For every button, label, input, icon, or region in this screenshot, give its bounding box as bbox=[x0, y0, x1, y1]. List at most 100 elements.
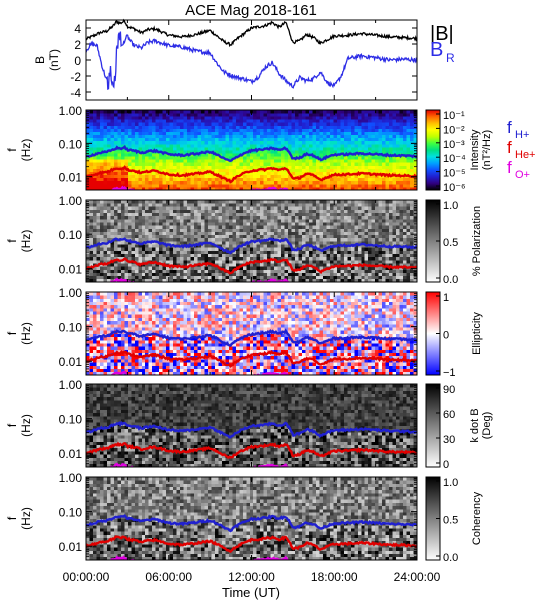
heatmap-cell bbox=[336, 134, 341, 139]
heatmap-cell bbox=[312, 180, 317, 185]
heatmap-cell bbox=[308, 222, 313, 226]
heatmap-cell bbox=[173, 125, 177, 129]
heatmap-cell bbox=[267, 174, 272, 179]
heatmap-cell bbox=[225, 263, 230, 267]
heatmap-cell bbox=[239, 212, 244, 217]
heatmap-cell bbox=[281, 263, 285, 267]
heatmap-cell bbox=[148, 180, 153, 185]
heatmap-cell bbox=[127, 241, 132, 245]
heatmap-cell bbox=[396, 162, 400, 166]
heatmap-cell bbox=[288, 143, 292, 148]
heatmap-cell bbox=[214, 269, 219, 273]
heatmap-cell bbox=[340, 203, 345, 207]
heatmap-cell bbox=[350, 143, 355, 148]
heatmap-cell bbox=[162, 116, 167, 120]
heatmap-cell bbox=[319, 247, 324, 251]
heatmap-cell bbox=[106, 134, 111, 139]
heatmap-cell bbox=[375, 174, 380, 179]
heatmap-cell bbox=[281, 116, 285, 120]
heatmap-cell bbox=[92, 256, 97, 261]
heatmap-cell bbox=[288, 159, 292, 163]
heatmap-cell bbox=[152, 266, 157, 270]
heatmap-cell bbox=[295, 171, 299, 176]
heatmap-cell bbox=[134, 234, 139, 239]
heatmap-cell bbox=[249, 134, 254, 139]
heatmap-cell bbox=[357, 215, 362, 220]
heatmap-cell bbox=[333, 183, 338, 188]
heatmap-cell bbox=[117, 119, 122, 123]
heatmap-cell bbox=[399, 113, 404, 117]
heatmap-cell bbox=[364, 218, 369, 223]
heatmap-cell bbox=[204, 110, 209, 114]
heatmap-cell bbox=[378, 146, 383, 151]
heatmap-cell bbox=[134, 228, 139, 232]
heatmap-cell bbox=[410, 165, 414, 169]
heatmap-cell bbox=[141, 137, 146, 142]
heatmap-cell bbox=[343, 183, 348, 188]
heatmap-cell bbox=[298, 203, 303, 207]
heatmap-cell bbox=[218, 125, 223, 129]
heatmap-cell bbox=[239, 110, 244, 114]
heatmap-cell bbox=[86, 256, 90, 261]
heatmap-cell bbox=[340, 263, 345, 267]
heatmap-cell bbox=[194, 231, 198, 236]
heatmap-cell bbox=[329, 272, 334, 277]
heatmap-cell bbox=[253, 263, 258, 267]
heatmap-cell bbox=[277, 131, 282, 136]
heatmap-cell bbox=[312, 128, 317, 132]
heatmap-cell bbox=[343, 228, 348, 232]
heatmap-cell bbox=[396, 278, 400, 283]
heatmap-cell bbox=[315, 183, 320, 188]
heatmap-cell bbox=[281, 137, 285, 142]
heatmap-cell bbox=[364, 186, 369, 191]
heatmap-cell bbox=[232, 174, 237, 179]
heatmap-cell bbox=[173, 241, 177, 245]
heatmap-cell bbox=[249, 256, 254, 261]
heatmap-cell bbox=[406, 186, 411, 191]
heatmap-cell bbox=[113, 225, 118, 229]
heatmap-cell bbox=[106, 110, 111, 114]
heatmap-cell bbox=[322, 206, 327, 210]
heatmap-cell bbox=[329, 122, 334, 126]
heatmap-cell bbox=[106, 174, 111, 179]
heatmap-cell bbox=[406, 128, 411, 132]
heatmap-cell bbox=[284, 234, 289, 239]
heatmap-cell bbox=[162, 244, 167, 248]
heatmap-cell bbox=[194, 122, 198, 126]
heatmap-cell bbox=[403, 256, 407, 261]
heatmap-cell bbox=[368, 200, 373, 204]
heatmap-cell bbox=[263, 171, 268, 176]
heatmap-cell bbox=[134, 146, 139, 151]
heatmap-cell bbox=[333, 259, 338, 264]
heatmap-cell bbox=[298, 231, 303, 236]
heatmap-cell bbox=[207, 174, 212, 179]
heatmap-cell bbox=[96, 116, 101, 120]
heatmap-cell bbox=[148, 171, 153, 176]
heatmap-cell bbox=[113, 206, 118, 210]
heatmap-cell bbox=[253, 269, 258, 273]
heatmap-cell bbox=[256, 165, 261, 169]
heatmap-cell bbox=[295, 225, 299, 229]
heatmap-cell bbox=[159, 203, 164, 207]
heatmap-cell bbox=[371, 128, 376, 132]
heatmap-cell bbox=[173, 228, 177, 232]
heatmap-cell bbox=[256, 228, 261, 232]
heatmap-cell bbox=[305, 266, 310, 270]
heatmap-cell bbox=[249, 116, 254, 120]
heatmap-cell bbox=[382, 222, 387, 226]
heatmap-cell bbox=[281, 244, 285, 248]
heatmap-cell bbox=[284, 150, 289, 154]
heatmap-cell bbox=[152, 275, 157, 280]
heatmap-cell bbox=[371, 174, 376, 179]
heatmap-cell bbox=[183, 165, 188, 169]
heatmap-cell bbox=[180, 215, 184, 220]
heatmap-cell bbox=[361, 143, 366, 148]
heatmap-cell bbox=[399, 143, 404, 148]
heatmap-cell bbox=[166, 266, 171, 270]
heatmap-cell bbox=[89, 222, 94, 226]
heatmap-cell bbox=[270, 225, 275, 229]
heatmap-cell bbox=[173, 215, 177, 220]
heatmap-cell bbox=[183, 137, 188, 142]
heatmap-cell bbox=[350, 278, 355, 283]
heatmap-cell bbox=[138, 225, 143, 229]
